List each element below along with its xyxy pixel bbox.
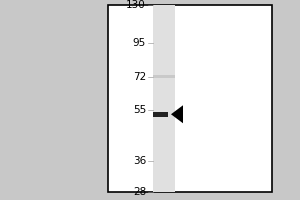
Bar bbox=[108, 5, 272, 192]
Bar bbox=[153, 75, 175, 78]
Polygon shape bbox=[171, 105, 183, 123]
Text: 72: 72 bbox=[133, 72, 146, 82]
Text: 95: 95 bbox=[133, 38, 146, 48]
Bar bbox=[153, 112, 168, 117]
Text: 55: 55 bbox=[133, 105, 146, 115]
Text: 28: 28 bbox=[133, 187, 146, 197]
Text: 36: 36 bbox=[133, 156, 146, 166]
Text: 130: 130 bbox=[126, 0, 146, 10]
Bar bbox=[153, 5, 175, 192]
